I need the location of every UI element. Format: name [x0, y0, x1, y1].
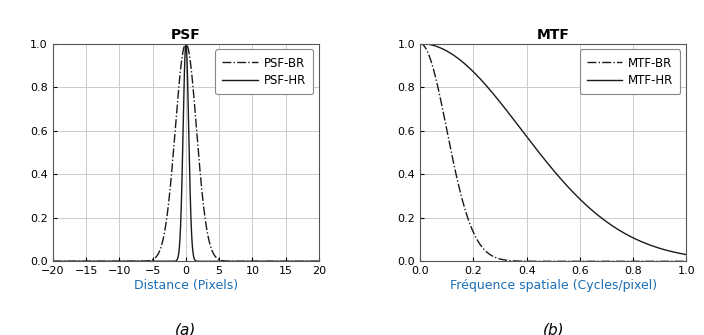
Line: MTF-HR: MTF-HR — [420, 44, 686, 255]
MTF-BR — [546, 259, 554, 263]
MTF-BR — [674, 259, 683, 263]
MTF-BR — [626, 259, 634, 263]
MTF-HR — [682, 253, 691, 257]
Line: MTF-BR: MTF-BR — [420, 44, 686, 261]
PSF-HR — [315, 259, 323, 263]
MTF-HR — [674, 251, 683, 255]
X-axis label: Distance (Pixels): Distance (Pixels) — [134, 279, 238, 292]
PSF-BR — [307, 259, 315, 263]
MTF-BR — [674, 259, 683, 263]
MTF-BR — [682, 259, 691, 263]
Legend: PSF-BR, PSF-HR: PSF-BR, PSF-HR — [215, 50, 313, 94]
Title: MTF: MTF — [537, 28, 570, 43]
PSF-BR — [242, 259, 251, 263]
Legend: MTF-BR, MTF-HR: MTF-BR, MTF-HR — [580, 50, 681, 94]
MTF-BR — [429, 68, 438, 72]
PSF-BR — [49, 259, 57, 263]
PSF-HR — [49, 259, 57, 263]
PSF-BR — [161, 230, 169, 234]
PSF-BR — [182, 42, 190, 46]
MTF-HR — [626, 234, 634, 238]
X-axis label: Fréquence spatiale (Cycles/pixel): Fréquence spatiale (Cycles/pixel) — [450, 279, 657, 292]
PSF-HR — [294, 259, 302, 263]
PSF-HR — [307, 259, 315, 263]
PSF-BR — [163, 216, 171, 220]
PSF-HR — [175, 246, 184, 250]
PSF-HR — [242, 259, 251, 263]
PSF-BR — [294, 259, 302, 263]
MTF-HR — [674, 251, 683, 255]
MTF-HR — [546, 164, 554, 168]
MTF-HR — [429, 44, 438, 48]
Line: PSF-BR: PSF-BR — [53, 44, 319, 261]
MTF-HR — [539, 155, 547, 159]
Title: PSF: PSF — [171, 28, 201, 43]
MTF-BR — [416, 42, 425, 46]
Text: (a): (a) — [175, 322, 196, 335]
PSF-HR — [182, 42, 190, 46]
MTF-HR — [416, 42, 425, 46]
MTF-BR — [539, 259, 547, 263]
Line: PSF-HR: PSF-HR — [53, 44, 319, 261]
PSF-BR — [315, 259, 323, 263]
PSF-HR — [161, 259, 169, 263]
PSF-BR — [175, 80, 184, 84]
Text: (b): (b) — [543, 322, 564, 335]
PSF-HR — [163, 259, 171, 263]
